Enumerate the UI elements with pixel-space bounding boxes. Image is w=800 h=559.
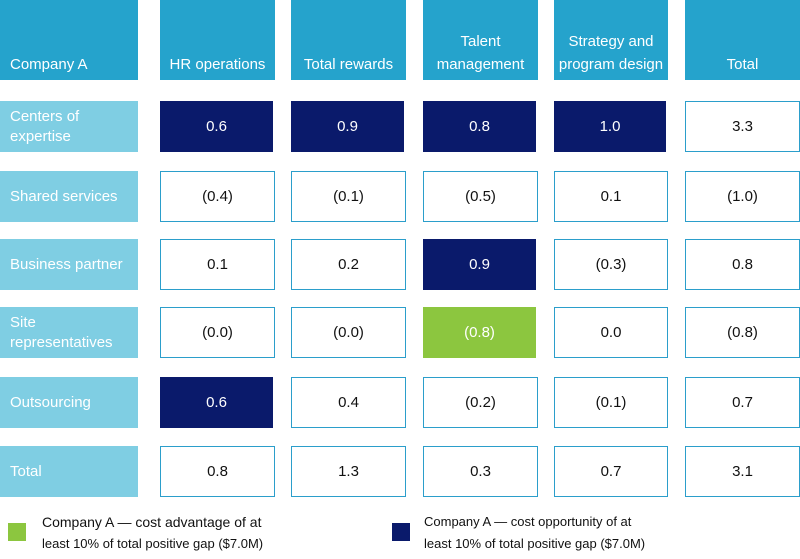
cell-value: 0.9 [337,118,358,135]
column-header-label: Total [726,56,759,73]
legend-advantage-line2: least 10% of total positive gap ($7.0M) [42,536,264,551]
cost-gap-table: Company A HR operations Total rewards Talen… [0,0,800,497]
table-cell: (1.0) [685,171,800,222]
table-cell: 0.1 [554,171,668,222]
column-header: Strategy and program design [554,0,668,80]
table-cell: 0.0 [554,307,668,358]
table-cell: 0.6 [160,377,275,428]
cell-value: 1.3 [338,463,359,480]
cell-value: (0.0) [333,324,364,341]
table-cell: 0.9 [291,101,406,152]
legend-advantage-line1: Company A — cost advantage of at [42,514,262,530]
table-cell: 0.6 [160,101,275,152]
cell-value: 0.8 [469,118,490,135]
cell-value: (0.1) [595,394,627,411]
cell-value: (0.1) [333,188,364,205]
row-label: Outsourcing [0,377,138,428]
row-label: Centers of expertise [0,101,138,152]
column-header-label: Strategy and program design [558,33,664,73]
table-cell: 0.7 [685,377,800,428]
cell-value: 0.3 [470,463,491,480]
table-cell: 0.1 [160,239,275,290]
corner-header: Company A [0,0,138,80]
column-header-label: HR operations [169,56,266,73]
cell-value: 0.7 [600,463,622,480]
table-cell: (0.1) [554,377,668,428]
legend-label-opportunity: Company A — cost opportunity of at least… [424,511,754,555]
column-header: Talent management [423,0,538,80]
column-header-label: Total rewards [303,56,394,73]
cell-value: 0.7 [732,394,753,411]
column-header: Total rewards [291,0,406,80]
table-cell: (0.5) [423,171,538,222]
corner-header-label: Company A [10,56,88,73]
column-header-label: Talent management [436,33,525,73]
cell-value: (0.2) [465,394,496,411]
table-cell: 1.3 [291,446,406,497]
table-cell: 3.3 [685,101,800,152]
cell-value: 0.6 [206,394,227,411]
column-header: Total [685,0,800,80]
cell-value: (0.3) [595,256,627,273]
table-cell: (0.0) [160,307,275,358]
cell-value: (0.8) [727,324,758,341]
table-cell: (0.4) [160,171,275,222]
cell-value: 3.1 [732,463,753,480]
legend-swatch-advantage [8,523,26,541]
table-cell: 0.3 [423,446,538,497]
cell-value: 0.1 [600,188,622,205]
cell-value: (0.8) [464,324,495,341]
legend-opportunity-line1: Company A — cost opportunity of at [424,514,632,529]
cell-value: 1.0 [599,118,621,135]
cell-value: (0.0) [202,324,233,341]
cell-value: (0.4) [202,188,233,205]
legend-label-advantage: Company A — cost advantage of at least 1… [42,511,372,555]
row-label-text: Centers of expertise [10,107,80,145]
table-cell: 0.8 [160,446,275,497]
cell-value: (1.0) [727,188,758,205]
cell-value: 3.3 [732,118,753,135]
row-label-text: Total [10,462,42,480]
cell-value: 0.9 [469,256,490,273]
cell-value: 0.8 [207,463,228,480]
row-label: Site representatives [0,307,138,358]
table-cell: 0.2 [291,239,406,290]
table-cell: (0.0) [291,307,406,358]
table-cell: 0.4 [291,377,406,428]
table-cell: 0.8 [423,101,538,152]
cell-value: (0.5) [465,188,496,205]
table-cell: (0.2) [423,377,538,428]
row-label: Business partner [0,239,138,290]
row-label-text: Shared services [10,187,118,205]
legend-opportunity-line2: least 10% of total positive gap ($7.0M) [424,536,646,551]
row-label: Total [0,446,138,497]
cell-value: 0.2 [338,256,359,273]
table-cell: 0.8 [685,239,800,290]
row-label-text: Business partner [10,255,123,273]
cell-value: 0.8 [732,256,753,273]
table-cell: (0.1) [291,171,406,222]
table-cell: (0.8) [685,307,800,358]
table-cell: 3.1 [685,446,800,497]
table-cell: 0.9 [423,239,538,290]
table-cell: (0.8) [423,307,538,358]
table-cell: 1.0 [554,101,668,152]
cell-value: 0.1 [207,256,228,273]
table-cell: (0.3) [554,239,668,290]
table-cell: 0.7 [554,446,668,497]
legend-swatch-opportunity [392,523,410,541]
row-label: Shared services [0,171,138,222]
cell-value: 0.4 [338,394,359,411]
column-header: HR operations [160,0,275,80]
cell-value: 0.0 [600,324,622,341]
row-label-text: Outsourcing [10,393,91,411]
cell-value: 0.6 [206,118,227,135]
row-label-text: Site representatives [10,313,113,351]
